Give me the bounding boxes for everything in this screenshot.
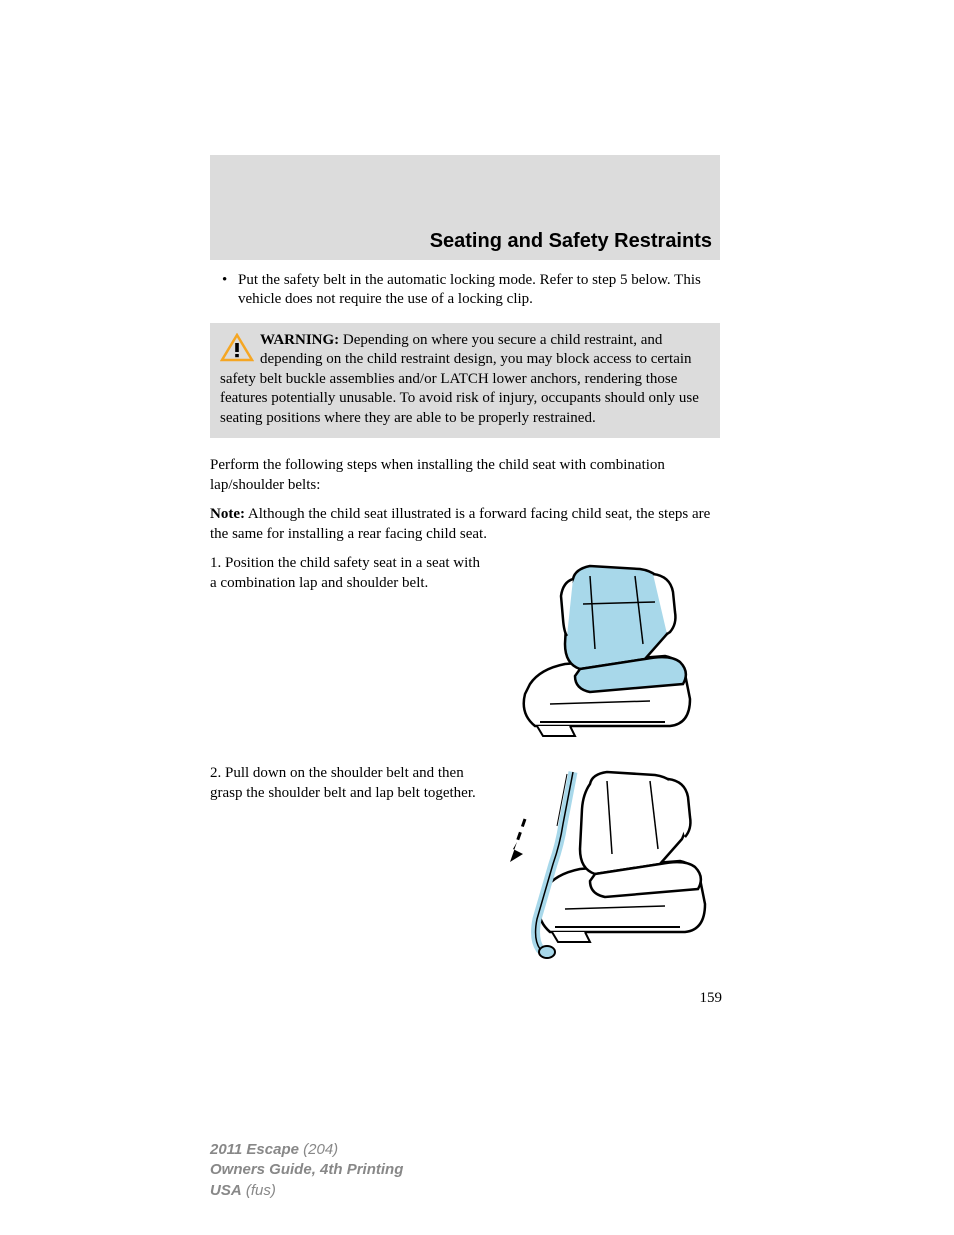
footer-model: 2011 Escape [210, 1141, 299, 1158]
note-text: Note: Although the child seat illustrate… [210, 505, 720, 544]
footer-suffix: (fus) [242, 1182, 276, 1199]
step-2-row: 2. Pull down on the shoulder belt and th… [210, 764, 720, 964]
warning-label: WARNING: [260, 332, 339, 348]
footer-line-3: USA (fus) [210, 1181, 403, 1201]
bullet-item: Put the safety belt in the automatic loc… [210, 271, 720, 309]
footer-line-2: Owners Guide, 4th Printing [210, 1160, 403, 1180]
footer-region: USA [210, 1182, 242, 1199]
step-1-text: 1. Position the child safety seat in a s… [210, 554, 485, 593]
note-body: Although the child seat illustrated is a… [210, 506, 710, 542]
section-title: Seating and Safety Restraints [210, 155, 720, 253]
page-number: 159 [700, 990, 723, 1007]
footer: 2011 Escape (204) Owners Guide, 4th Prin… [210, 1140, 403, 1201]
step-1-illustration [495, 554, 720, 754]
note-label: Note: [210, 506, 245, 522]
warning-triangle-icon [220, 333, 254, 363]
step-2-illustration [495, 764, 720, 964]
step-1-row: 1. Position the child safety seat in a s… [210, 554, 720, 754]
step-2-text: 2. Pull down on the shoulder belt and th… [210, 764, 485, 803]
intro-text: Perform the following steps when install… [210, 456, 720, 495]
footer-line-1: 2011 Escape (204) [210, 1140, 403, 1160]
page-content: Seating and Safety Restraints Put the sa… [210, 155, 720, 964]
footer-code: (204) [299, 1141, 338, 1158]
warning-box: WARNING: Depending on where you secure a… [210, 323, 720, 439]
